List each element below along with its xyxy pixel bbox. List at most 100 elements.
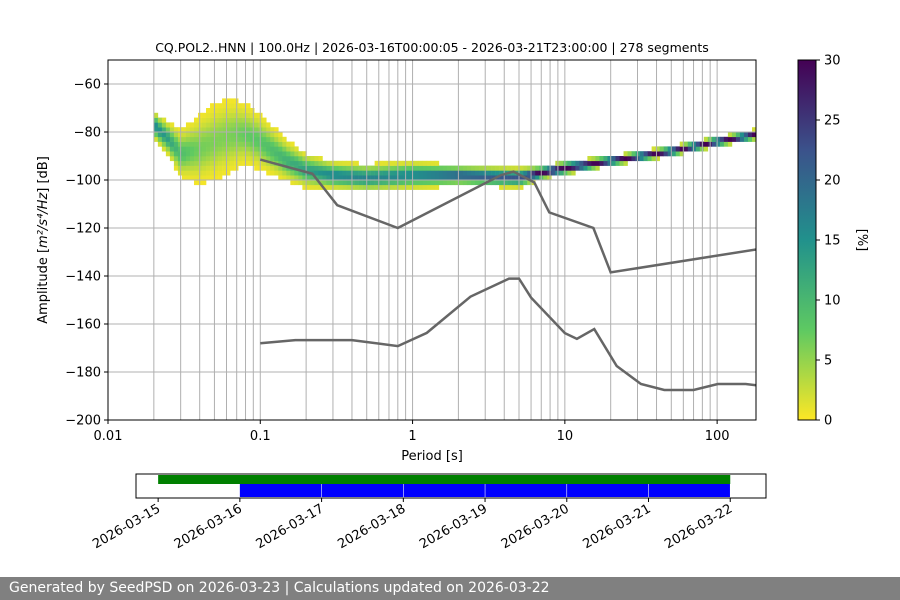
heatmap-cell bbox=[418, 170, 424, 176]
heatmap-cell bbox=[193, 146, 199, 152]
heatmap-cell bbox=[647, 156, 652, 162]
heatmap-cell bbox=[422, 184, 428, 190]
heatmap-cell bbox=[210, 132, 215, 138]
timeline-tick-label: 2026-03-20 bbox=[499, 501, 572, 552]
timeline-tick-label: 2026-03-15 bbox=[90, 501, 163, 552]
heatmap-cell bbox=[306, 160, 311, 166]
segment-bar bbox=[485, 484, 567, 497]
heatmap-cell bbox=[169, 146, 175, 152]
heatmap-cell bbox=[382, 180, 387, 186]
heatmap-cell bbox=[181, 141, 187, 147]
timeline-tick-label: 2026-03-21 bbox=[581, 501, 654, 552]
heatmap-cell bbox=[214, 117, 219, 123]
heatmap-cell bbox=[218, 165, 223, 171]
heatmap-cell bbox=[189, 160, 195, 166]
heatmap-cell bbox=[314, 156, 319, 162]
heatmap-cell bbox=[185, 127, 191, 133]
heatmap-cell bbox=[651, 151, 656, 157]
heatmap-cell bbox=[519, 175, 524, 181]
x-axis-ticks: 0.01 0.1 1 10 100 bbox=[94, 420, 730, 444]
heatmap-cell bbox=[402, 184, 408, 190]
heatmap-cell bbox=[238, 112, 243, 118]
heatmap-cell bbox=[507, 175, 512, 181]
heatmap-cell bbox=[161, 136, 167, 142]
heatmap-cell bbox=[354, 160, 359, 166]
heatmap-cell bbox=[218, 117, 223, 123]
heatmap-cell bbox=[290, 170, 295, 176]
heatmap-cell bbox=[450, 170, 456, 176]
heatmap-cell bbox=[214, 141, 219, 147]
heatmap-cell bbox=[735, 136, 741, 142]
heatmap-cell bbox=[394, 165, 400, 171]
heatmap-cell bbox=[214, 160, 219, 166]
heatmap-cell bbox=[254, 151, 259, 157]
nlnm-line bbox=[260, 277, 756, 392]
heatmap-cell bbox=[185, 136, 191, 142]
heatmap-cell bbox=[495, 170, 500, 176]
heatmap-cell bbox=[394, 184, 400, 190]
heatmap-cell bbox=[334, 160, 339, 166]
heatmap-cell bbox=[210, 136, 215, 142]
heatmap-cell bbox=[294, 146, 299, 152]
heatmap-cell bbox=[169, 156, 175, 162]
footer-bar: Generated by SeedPSD on 2026-03-23 | Cal… bbox=[0, 577, 900, 600]
heatmap-cell bbox=[627, 151, 632, 157]
heatmap-cell bbox=[547, 170, 552, 176]
heatmap-cell bbox=[214, 108, 219, 114]
heatmap-cell bbox=[322, 175, 327, 181]
heatmap-cell bbox=[559, 165, 564, 171]
heatmap-cell bbox=[430, 165, 436, 171]
heatmap-cell bbox=[290, 175, 295, 181]
heatmap-cell bbox=[218, 108, 223, 114]
heatmap-cell bbox=[161, 122, 167, 128]
heatmap-cell bbox=[210, 112, 215, 118]
heatmap-cell bbox=[278, 136, 283, 142]
heatmap-cell bbox=[185, 165, 191, 171]
heatmap-cell bbox=[189, 132, 195, 138]
heatmap-cell bbox=[751, 132, 756, 138]
heatmap-cell bbox=[342, 184, 347, 190]
heatmap-cell bbox=[222, 132, 227, 138]
heatmap-cell bbox=[230, 136, 235, 142]
heatmap-cell bbox=[338, 160, 343, 166]
heatmap-cell bbox=[306, 184, 311, 190]
heatmap-cell bbox=[643, 151, 648, 157]
heatmap-cell bbox=[242, 151, 247, 157]
heatmap-cell bbox=[571, 165, 576, 171]
heatmap-cell bbox=[442, 170, 448, 176]
heatmap-cell bbox=[238, 136, 243, 142]
heatmap-cell bbox=[735, 132, 741, 138]
colorbar-label: [%] bbox=[854, 229, 869, 252]
heatmap-cell bbox=[266, 122, 271, 128]
heatmap-cell bbox=[434, 184, 440, 190]
heatmap-cell bbox=[218, 160, 223, 166]
heatmap-cell bbox=[398, 165, 404, 171]
heatmap-cell bbox=[751, 136, 756, 142]
heatmap-cell bbox=[751, 127, 756, 133]
heatmap-cell bbox=[559, 170, 564, 176]
heatmap-cell bbox=[579, 165, 584, 171]
colorbar-tick-label: 20 bbox=[824, 174, 841, 189]
heatmap-cell bbox=[462, 170, 468, 176]
heatmap-cell bbox=[270, 165, 275, 171]
heatmap-cell bbox=[402, 165, 408, 171]
heatmap-cell bbox=[206, 127, 211, 133]
heatmap-cell bbox=[571, 160, 576, 166]
heatmap-cell bbox=[491, 165, 496, 171]
heatmap-cell bbox=[354, 165, 359, 171]
heatmap-cell bbox=[446, 170, 452, 176]
heatmap-cell bbox=[218, 122, 223, 128]
heatmap-cell bbox=[181, 160, 187, 166]
heatmap-cell bbox=[487, 175, 492, 181]
heatmap-cell bbox=[177, 156, 183, 162]
heatmap-cell bbox=[242, 122, 247, 128]
heatmap-cell bbox=[358, 184, 363, 190]
heatmap-cell bbox=[177, 151, 183, 157]
heatmap-cell bbox=[543, 175, 548, 181]
heatmap-cell bbox=[599, 156, 604, 162]
heatmap-cell bbox=[523, 180, 528, 186]
heatmap-cell bbox=[157, 127, 163, 133]
heatmap-cell bbox=[250, 127, 255, 133]
heatmap-cell bbox=[567, 160, 572, 166]
heatmap-cell bbox=[527, 170, 532, 176]
